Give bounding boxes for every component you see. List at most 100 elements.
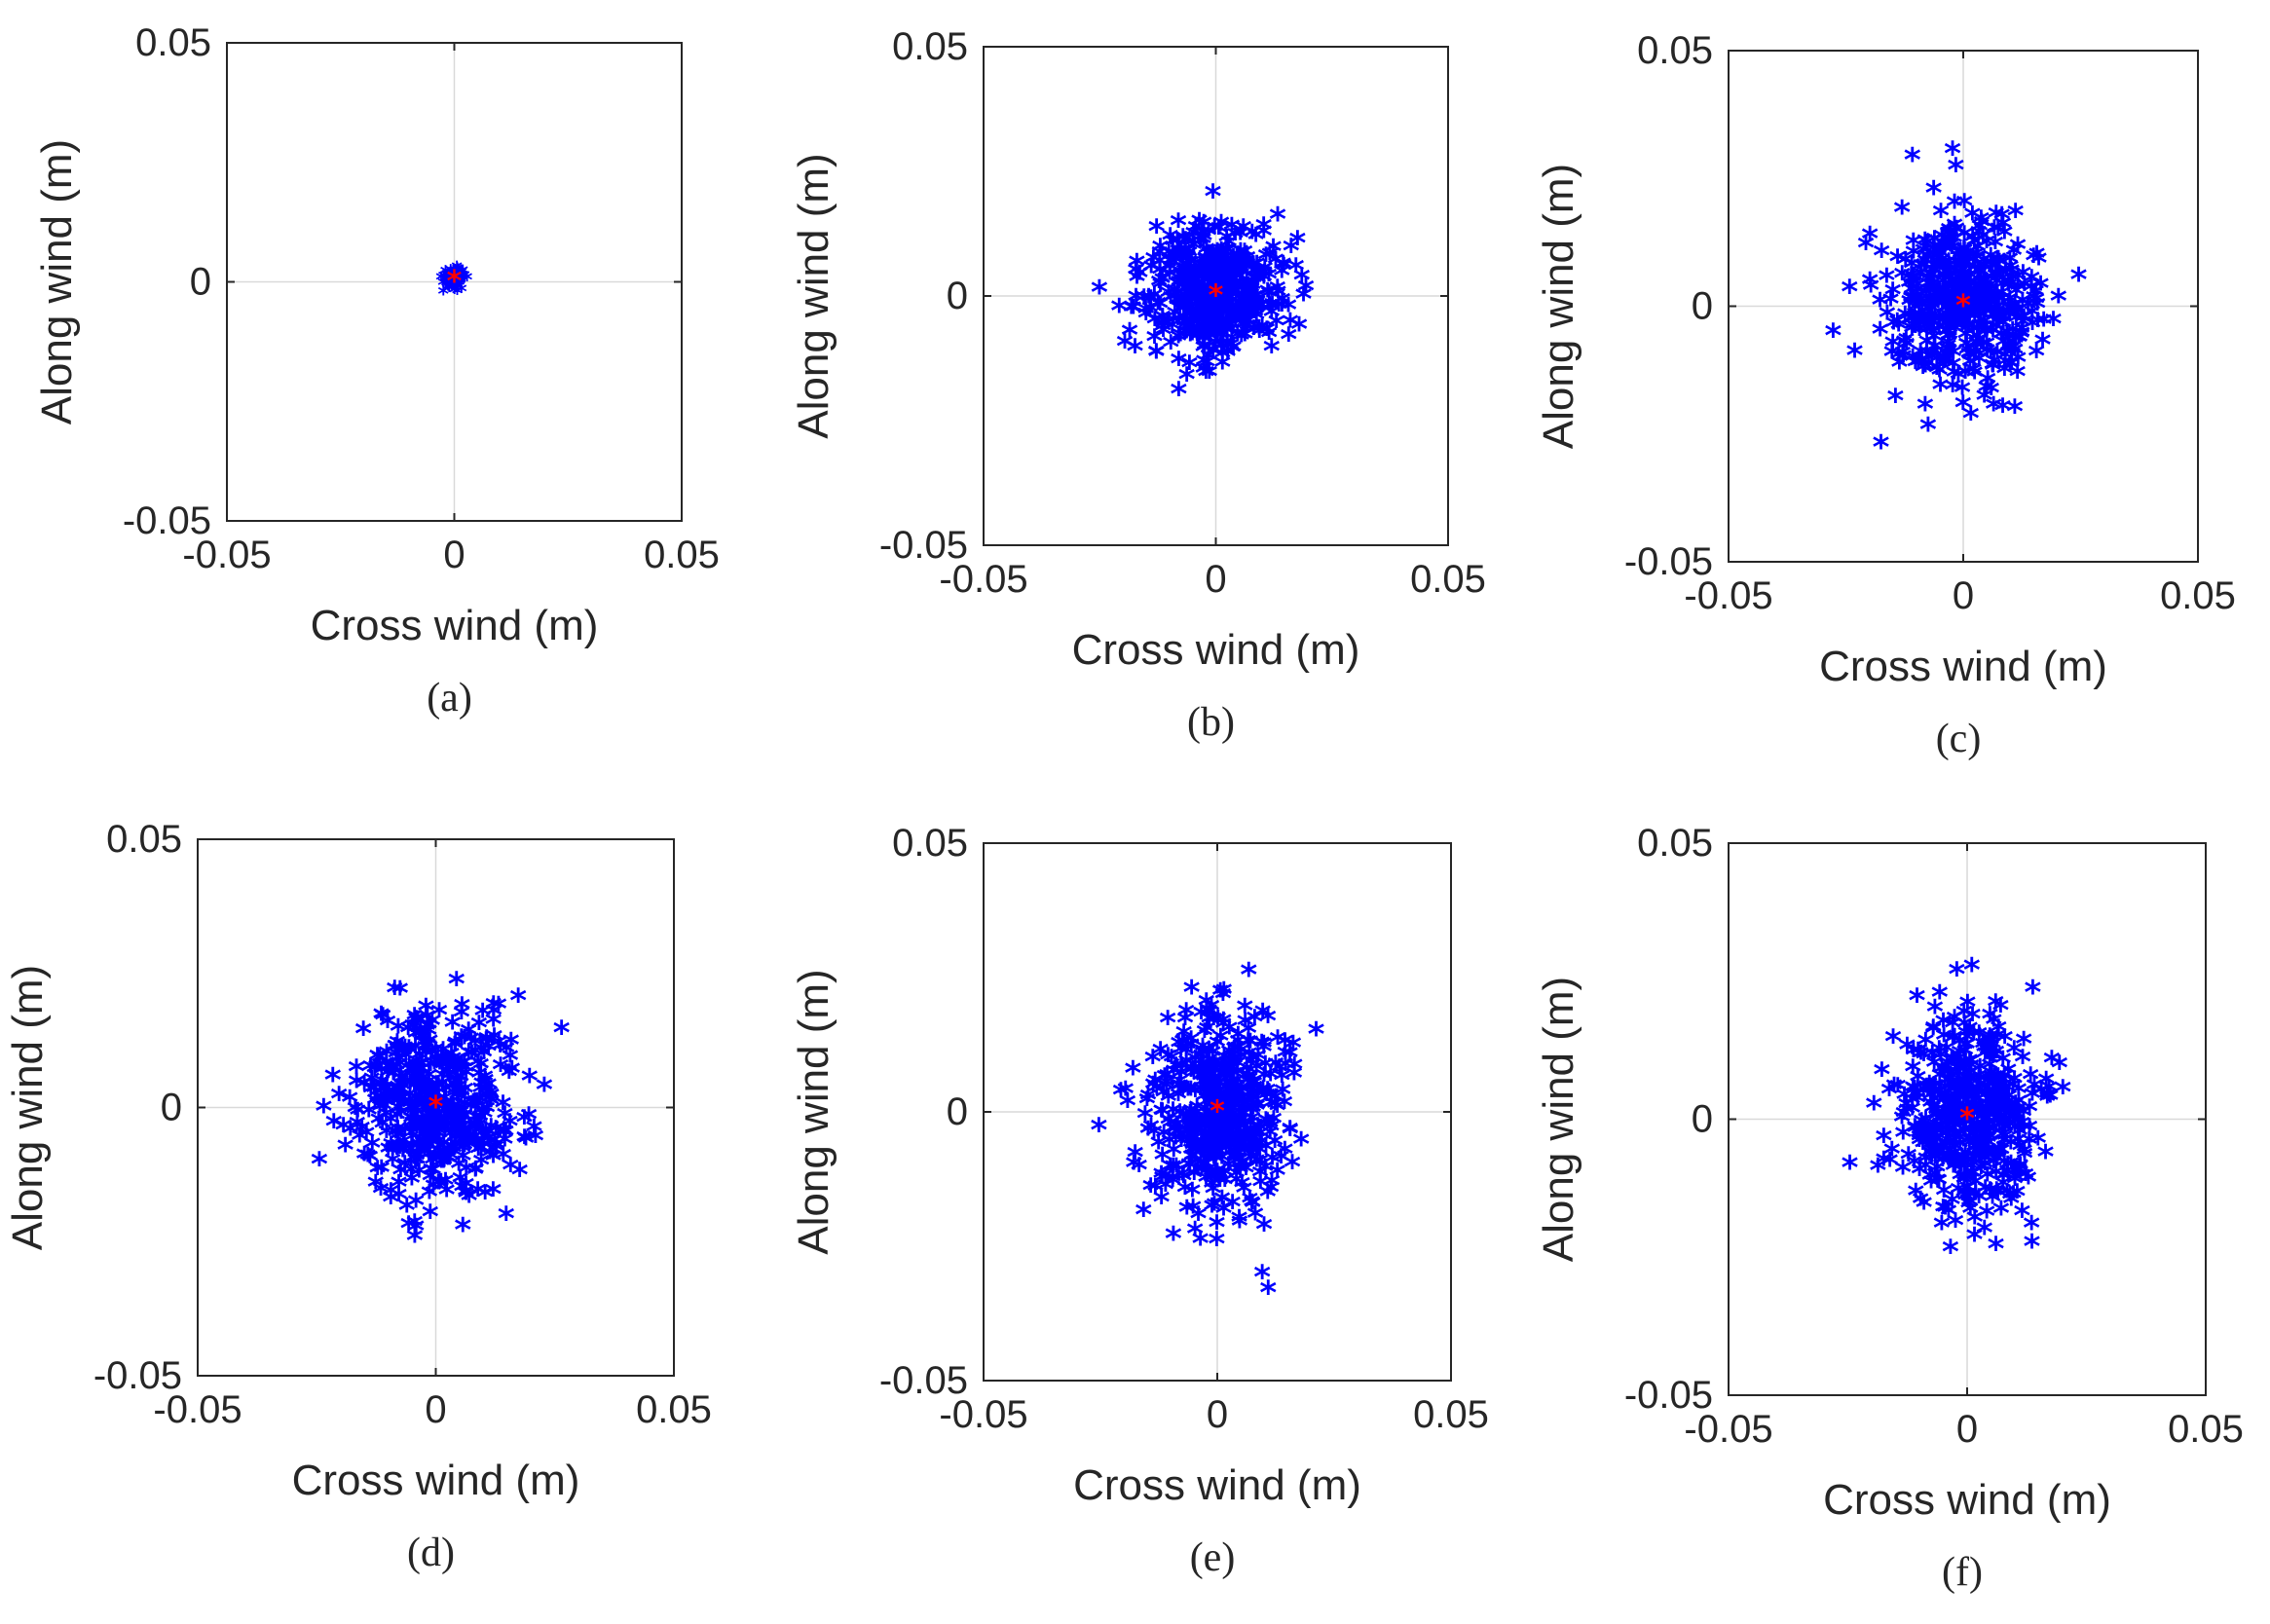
data-point: *	[447, 266, 459, 290]
data-point: *	[1266, 1126, 1284, 1165]
data-point: *	[1902, 283, 1919, 322]
data-point: *	[423, 1120, 440, 1159]
data-point: *	[1292, 1126, 1310, 1164]
data-point: *	[1165, 1152, 1182, 1191]
data-point: *	[1928, 237, 1946, 276]
data-point: *	[1982, 1175, 1999, 1214]
data-point: *	[1986, 1094, 2003, 1133]
data-point: *	[1200, 1071, 1217, 1110]
data-point: *	[1244, 1043, 1261, 1082]
data-point: *	[1925, 174, 1943, 213]
data-point: *	[1207, 315, 1224, 354]
data-point: *	[476, 1099, 494, 1138]
data-point: *	[1989, 1091, 2006, 1130]
data-point: *	[1221, 1074, 1239, 1113]
data-point: *	[1988, 1038, 2005, 1077]
data-point: *	[1241, 1061, 1258, 1100]
data-point: *	[369, 1041, 387, 1080]
data-point: *	[1988, 1098, 2005, 1137]
data-point: *	[1995, 1162, 2013, 1200]
x-tick-label: -0.05	[939, 1393, 1027, 1436]
data-point: *	[448, 269, 460, 293]
data-point: *	[1954, 283, 1972, 322]
data-point: *	[1128, 282, 1145, 321]
data-point: *	[469, 1048, 487, 1087]
data-point: *	[1940, 246, 1957, 285]
data-point: *	[1208, 289, 1225, 328]
data-point: *	[1198, 319, 1215, 358]
data-point: *	[1159, 1005, 1176, 1044]
data-point: *	[1985, 1148, 2002, 1187]
data-point: *	[452, 1101, 469, 1140]
data-point: *	[1179, 1030, 1197, 1069]
data-point: *	[2043, 1045, 2061, 1084]
panel-a: * ********************************* ******…	[33, 21, 720, 720]
data-point: *	[442, 1100, 460, 1139]
data-point: *	[1225, 1089, 1243, 1128]
data-point: *	[1255, 217, 1273, 256]
data-point: *	[429, 1072, 447, 1111]
data-point: *	[1273, 257, 1290, 296]
data-point: *	[1960, 340, 1978, 379]
data-point: *	[1227, 305, 1245, 344]
data-point: *	[1987, 988, 2004, 1027]
data-point: *	[1231, 1207, 1248, 1246]
data-point: *	[1952, 1095, 1969, 1134]
data-point: *	[1174, 262, 1192, 301]
data-point: *	[439, 1049, 457, 1088]
data-point: *	[1977, 1138, 1994, 1177]
data-point: *	[1933, 1104, 1951, 1143]
data-point: *	[1907, 306, 1924, 345]
data-point: *	[1919, 265, 1937, 304]
data-point: *	[1989, 1089, 2006, 1128]
data-point: *	[1940, 1057, 1957, 1096]
data-point: *	[1257, 1105, 1275, 1144]
data-point: *	[1997, 1089, 2015, 1127]
data-point: *	[1974, 1125, 1991, 1163]
data-point: *	[1974, 1096, 1991, 1135]
data-point: *	[437, 1107, 455, 1146]
data-point: *	[452, 1050, 469, 1089]
data-point: *	[354, 1015, 372, 1054]
data-point: *	[379, 1058, 396, 1097]
data-point: *	[1921, 1122, 1939, 1161]
data-point: *	[1971, 1126, 1989, 1164]
data-point: *	[447, 1071, 465, 1110]
data-point: *	[421, 1104, 438, 1143]
data-point: *	[1238, 267, 1255, 306]
data-point: *	[442, 1120, 460, 1159]
data-point: *	[1946, 1003, 1963, 1042]
data-point: *	[443, 271, 455, 295]
data-point: *	[448, 1052, 465, 1090]
data-point: *	[1935, 1007, 1953, 1046]
data-point: *	[1918, 1072, 1936, 1111]
data-point: *	[1273, 290, 1290, 329]
data-point: *	[445, 272, 457, 296]
data-point: *	[1979, 1029, 1996, 1068]
data-point: *	[1998, 1157, 2016, 1196]
data-point: *	[454, 272, 465, 296]
data-point: *	[2045, 305, 2063, 344]
data-point: *	[437, 275, 449, 299]
data-point: *	[1909, 1079, 1926, 1118]
data-point: *	[1222, 1126, 1240, 1165]
data-point: *	[1170, 270, 1187, 309]
data-point: *	[431, 1144, 449, 1183]
data-point: *	[419, 1136, 436, 1175]
data-point: *	[1934, 306, 1952, 345]
data-point: *	[1928, 286, 1946, 325]
data-point: *	[1928, 341, 1946, 380]
data-point: *	[1938, 1034, 1955, 1073]
data-point: *	[396, 1131, 414, 1170]
data-point: *	[2001, 284, 2019, 323]
data-point: *	[394, 1135, 412, 1174]
data-point: *	[446, 273, 458, 297]
data-point: *	[1963, 294, 1981, 333]
data-point: *	[1175, 1018, 1193, 1057]
data-point: *	[1916, 1189, 1933, 1228]
data-point: *	[1985, 351, 2002, 390]
data-point: *	[1923, 1040, 1941, 1079]
data-point: *	[1971, 1141, 1989, 1180]
data-point: *	[456, 1089, 473, 1127]
data-point: *	[1201, 259, 1218, 298]
